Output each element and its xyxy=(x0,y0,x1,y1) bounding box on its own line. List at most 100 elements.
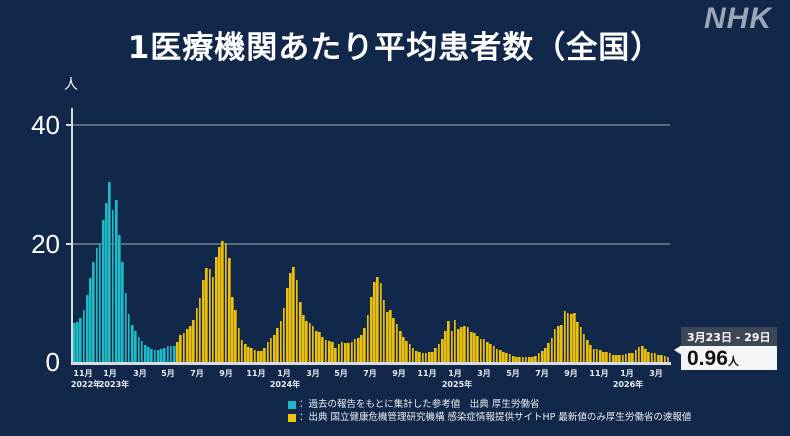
chart-bar xyxy=(311,326,315,363)
chart-bar xyxy=(173,345,176,363)
chart-bar xyxy=(605,352,609,363)
chart-bar xyxy=(415,351,418,363)
legend-text: ：出典 国立健康危機管理研究機構 感染症情報提供サイトHP 最新値のみ厚生労働省… xyxy=(299,412,692,423)
chart-bar xyxy=(511,355,515,363)
chart-bar xyxy=(250,348,254,363)
chart-bar xyxy=(524,357,528,363)
chart-bar xyxy=(114,199,118,363)
chart-bar xyxy=(618,355,621,363)
x-tick-label: 9月 xyxy=(219,369,233,378)
chart-bar xyxy=(334,348,337,363)
chart-bar xyxy=(482,339,486,363)
chart-bar xyxy=(292,267,296,363)
chart-bar xyxy=(566,312,570,363)
chart-bar xyxy=(379,283,383,363)
chart-bar xyxy=(198,298,202,363)
chart-bar xyxy=(85,295,89,363)
x-tick-label: 3月 xyxy=(649,369,663,378)
chart-bar xyxy=(486,342,489,363)
chart-bar xyxy=(469,332,473,363)
chart-bar xyxy=(214,256,218,363)
chart-bar xyxy=(424,352,428,363)
chart-bar xyxy=(127,314,131,363)
chart-bar xyxy=(302,314,305,363)
chart-bar xyxy=(121,261,125,363)
chart-bar xyxy=(434,348,438,363)
chart-bar xyxy=(457,329,460,363)
chart-bar xyxy=(192,320,196,363)
chart-bar xyxy=(366,314,370,363)
chart-bar xyxy=(240,339,244,363)
chart-bar xyxy=(444,330,447,363)
chart-bar xyxy=(208,268,212,363)
year-label: 2024年 xyxy=(269,380,301,389)
chart-bar xyxy=(631,352,634,363)
legend-swatch-yellow xyxy=(288,413,296,422)
chart-bar xyxy=(269,337,273,363)
chart-bar xyxy=(282,308,286,363)
chart-bar xyxy=(586,339,589,363)
chart-bar xyxy=(508,354,512,363)
chart-bar xyxy=(189,326,192,363)
chart-bar xyxy=(389,309,392,363)
chart-bar xyxy=(156,349,160,363)
chart-bar xyxy=(160,348,163,363)
chart-bar xyxy=(431,352,434,363)
chart-bar xyxy=(218,246,221,363)
chart-bar xyxy=(305,320,308,363)
chart-bar xyxy=(663,355,667,363)
chart-bar xyxy=(344,342,347,363)
chart-bar xyxy=(82,309,86,363)
year-label: 2025年 xyxy=(441,380,473,389)
chart-bar xyxy=(285,287,289,363)
chart-bar xyxy=(595,348,599,363)
chart-bar xyxy=(89,277,92,363)
chart-bar xyxy=(331,342,334,363)
y-tick-20 xyxy=(66,243,72,245)
chart-bar xyxy=(427,352,431,363)
x-tick-label: 3月 xyxy=(133,369,147,378)
chart-bar xyxy=(118,234,121,363)
chart-bar xyxy=(611,355,615,363)
chart-bar xyxy=(137,336,141,363)
chart-bar xyxy=(202,280,205,363)
chart-bar xyxy=(76,321,79,363)
chart-bar xyxy=(453,320,457,363)
chart-bar xyxy=(531,357,534,363)
chart-bar xyxy=(360,334,363,363)
chart-bar xyxy=(553,329,557,363)
chart-bar xyxy=(244,343,247,363)
chart-bar xyxy=(176,342,179,363)
chart-bar xyxy=(411,348,415,363)
callout-value: 0.96 xyxy=(687,347,728,370)
chart-bar xyxy=(179,334,183,363)
x-tick-label: 7月 xyxy=(363,369,377,378)
chart-bar xyxy=(211,276,215,363)
chart-bar xyxy=(550,337,554,363)
latest-value-callout: 3月23日 - 29日 0.96人 xyxy=(681,327,777,370)
chart-bar xyxy=(163,348,166,363)
x-tick-label: 1月 xyxy=(620,369,634,378)
chart-bar xyxy=(350,342,354,363)
x-tick-label: 1月 xyxy=(448,369,462,378)
chart-bar xyxy=(650,352,654,363)
x-tick-label: 5月 xyxy=(334,369,348,378)
chart-bar xyxy=(263,348,267,363)
chart-bar xyxy=(134,330,137,363)
chart-bar xyxy=(563,311,567,363)
chart-bar xyxy=(221,240,225,363)
chart-bar xyxy=(79,317,83,363)
x-tick-label: 9月 xyxy=(392,369,406,378)
chart-bar xyxy=(321,336,325,363)
chart-bar xyxy=(628,352,631,363)
chart-bar xyxy=(234,309,237,363)
x-tick-label: 1月 xyxy=(277,369,291,378)
chart-bar xyxy=(560,324,563,363)
chart-bar xyxy=(515,357,518,363)
x-tick-label: 11月 xyxy=(417,369,437,378)
chart-bar xyxy=(502,352,505,363)
chart-bar xyxy=(540,351,544,363)
chart-bar xyxy=(195,308,199,363)
chart-bar xyxy=(505,352,509,363)
chart-bar xyxy=(386,311,389,363)
